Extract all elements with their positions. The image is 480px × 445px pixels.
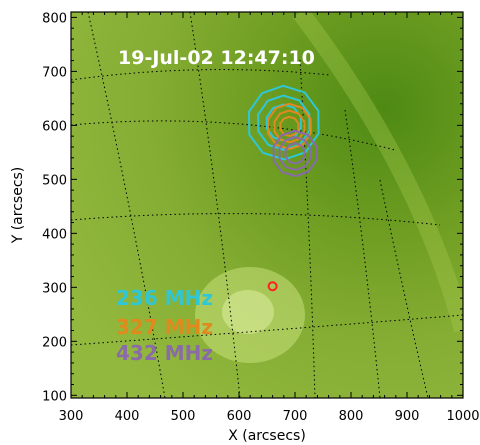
x-tick-label: 700 <box>283 409 308 424</box>
contour-432-mhz-0 <box>272 129 318 178</box>
contour-432-mhz-1 <box>278 135 312 171</box>
latitude-line <box>71 120 396 151</box>
latitude-line <box>71 69 331 81</box>
contour-327-mhz-0 <box>266 102 312 151</box>
legend-label-432: 432 MHz <box>116 341 213 365</box>
x-tick-label: 600 <box>227 409 252 424</box>
x-tick-label: 900 <box>395 409 420 424</box>
latitude-line <box>71 213 441 226</box>
y-tick-label: 100 <box>42 389 67 404</box>
x-tick-label: 800 <box>339 409 364 424</box>
y-tick-label: 700 <box>42 65 67 80</box>
y-tick-label: 300 <box>42 281 67 296</box>
x-tick-label: 1000 <box>446 409 479 424</box>
y-tick-label: 400 <box>42 227 67 242</box>
contour-327-mhz-1 <box>273 109 306 144</box>
heliographic-grid <box>71 12 463 398</box>
radio-contours <box>247 84 320 178</box>
longitude-line <box>344 109 381 398</box>
y-tick-label: 800 <box>42 11 67 26</box>
plot-frame <box>70 11 464 399</box>
contour-432-mhz-2 <box>284 142 306 165</box>
longitude-line <box>87 12 166 398</box>
longitude-line <box>189 12 241 398</box>
legend-label-236: 236 MHz <box>116 286 213 310</box>
contour-236-mhz-0 <box>247 84 320 161</box>
x-axis-title: X (arcsecs) <box>228 428 306 444</box>
plot-area <box>71 12 463 398</box>
x-tick-label: 500 <box>171 409 196 424</box>
active-region-core <box>222 290 274 334</box>
y-axis-title: Y (arcsecs) <box>10 167 26 245</box>
longitude-line <box>299 59 316 398</box>
contour-327-mhz-2 <box>279 115 300 138</box>
legend-label-327: 327 MHz <box>116 315 213 339</box>
axis-ticks: 300 400 500 600 700 800 900 1000 100 200 300 400 500… <box>42 11 479 424</box>
y-tick-label: 600 <box>42 119 67 134</box>
x-tick-label: 400 <box>115 409 140 424</box>
source-marker <box>267 281 278 292</box>
limb-glow <box>292 12 463 333</box>
latitude-line <box>71 314 463 346</box>
chart-title: 19-Jul-02 12:47:10 <box>118 47 315 69</box>
y-tick-label: 500 <box>42 173 67 188</box>
y-tick-label: 200 <box>42 335 67 350</box>
x-tick-label: 300 <box>59 409 84 424</box>
longitude-line <box>379 179 429 398</box>
